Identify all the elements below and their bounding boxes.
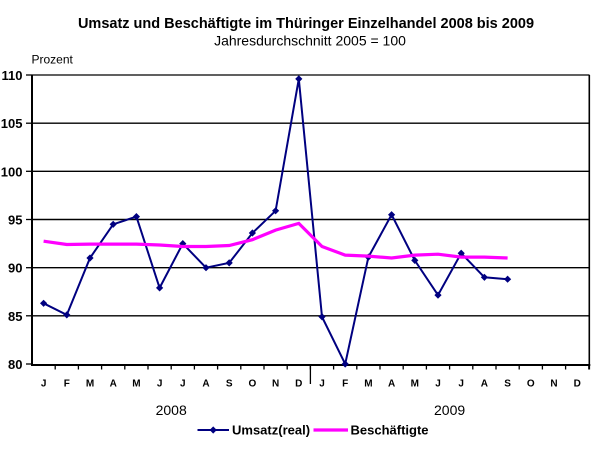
svg-text:J: J bbox=[435, 379, 441, 390]
svg-text:N: N bbox=[272, 379, 279, 390]
svg-text:F: F bbox=[64, 379, 70, 390]
svg-text:M: M bbox=[364, 379, 372, 390]
svg-text:A: A bbox=[388, 379, 395, 390]
svg-text:J: J bbox=[319, 379, 325, 390]
svg-text:O: O bbox=[527, 379, 535, 390]
svg-text:2008: 2008 bbox=[156, 402, 187, 418]
svg-text:2009: 2009 bbox=[434, 402, 465, 418]
svg-text:Prozent: Prozent bbox=[32, 53, 74, 67]
svg-text:J: J bbox=[180, 379, 186, 390]
svg-text:N: N bbox=[550, 379, 557, 390]
svg-text:S: S bbox=[226, 379, 233, 390]
svg-text:110: 110 bbox=[2, 68, 23, 83]
svg-text:J: J bbox=[157, 379, 163, 390]
svg-text:90: 90 bbox=[8, 261, 22, 276]
svg-text:A: A bbox=[481, 379, 488, 390]
svg-text:Umsatz und Beschäftigte im Thü: Umsatz und Beschäftigte im Thüringer Ein… bbox=[78, 16, 534, 32]
svg-text:85: 85 bbox=[8, 309, 22, 324]
svg-text:100: 100 bbox=[1, 164, 23, 179]
svg-text:F: F bbox=[342, 379, 348, 390]
svg-text:D: D bbox=[295, 379, 302, 390]
svg-text:105: 105 bbox=[1, 116, 23, 131]
svg-text:O: O bbox=[249, 379, 257, 390]
svg-text:M: M bbox=[132, 379, 140, 390]
svg-text:A: A bbox=[202, 379, 209, 390]
svg-text:A: A bbox=[110, 379, 117, 390]
svg-text:Jahresdurchschnitt 2005 = 100: Jahresdurchschnitt 2005 = 100 bbox=[214, 33, 406, 49]
svg-text:M: M bbox=[411, 379, 419, 390]
svg-text:M: M bbox=[86, 379, 94, 390]
svg-text:80: 80 bbox=[8, 357, 22, 372]
svg-text:J: J bbox=[41, 379, 47, 390]
svg-text:J: J bbox=[458, 379, 464, 390]
svg-text:S: S bbox=[504, 379, 511, 390]
svg-text:Umsatz(real): Umsatz(real) bbox=[232, 423, 310, 438]
svg-text:95: 95 bbox=[8, 213, 22, 228]
svg-text:Beschäftigte: Beschäftigte bbox=[351, 423, 429, 438]
svg-text:D: D bbox=[574, 379, 581, 390]
